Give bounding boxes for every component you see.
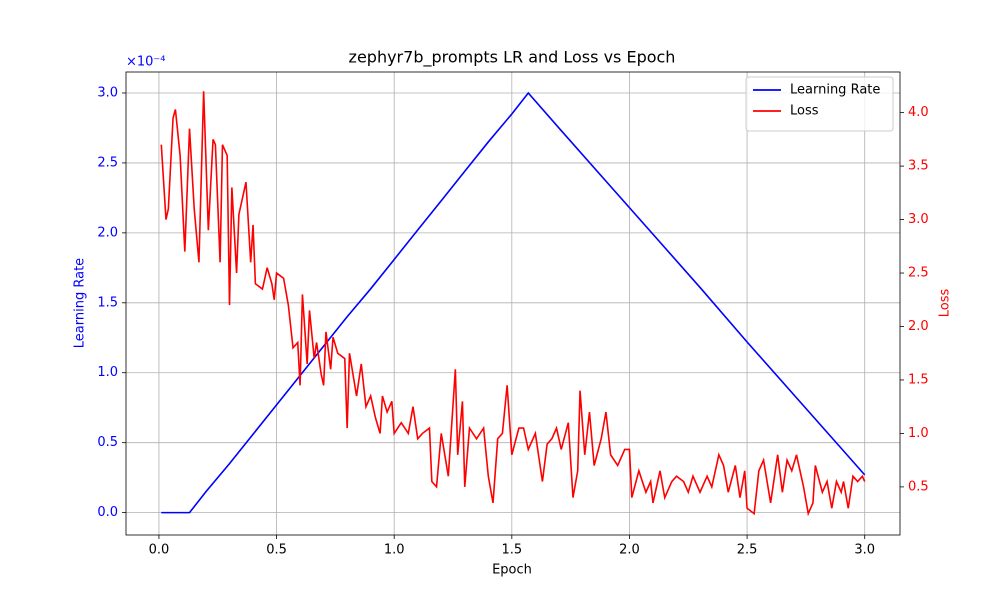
x-tick-label: 0.0: [149, 543, 170, 558]
y-tick-label: 0.0: [97, 505, 118, 520]
line-series: [160, 91, 866, 517]
y-tick-label: 3.0: [97, 85, 118, 100]
line-series: [161, 91, 866, 514]
y2-tick-label: 0.5: [908, 479, 929, 494]
x-axis-label: Epoch: [492, 563, 532, 578]
y-tick-label: 1.5: [97, 295, 118, 310]
legend: Learning Rate Loss: [745, 76, 894, 132]
plot-frame: [125, 71, 901, 536]
y-tick-label: 2.0: [97, 225, 118, 240]
y2-axis-label: Loss: [938, 289, 953, 318]
x-tick-label: 2.5: [737, 543, 758, 558]
legend-label: Loss: [790, 104, 819, 119]
x-tick-label: 3.0: [854, 543, 875, 558]
y-axis-label: Learning Rate: [73, 258, 88, 348]
y2-tick-label: 2.0: [908, 319, 929, 334]
y-tick-label: 2.5: [97, 155, 118, 170]
x-tick-label: 2.0: [619, 543, 640, 558]
y2-tick-label: 1.0: [908, 426, 929, 441]
chart-title: zephyr7b_prompts LR and Loss vs Epoch: [349, 48, 676, 68]
y-tick-label: 1.0: [97, 365, 118, 380]
y2-tick-label: 1.5: [908, 372, 929, 387]
y-offset-label: ×10⁻⁴: [126, 55, 166, 70]
x-tick-label: 1.5: [501, 543, 522, 558]
legend-label: Learning Rate: [790, 83, 880, 98]
legend-box: [745, 76, 894, 132]
x-tick-label: 1.0: [384, 543, 405, 558]
y2-tick-label: 4.0: [908, 105, 929, 120]
y2-tick-label: 2.5: [908, 266, 929, 281]
x-tick-label: 0.5: [266, 543, 287, 558]
y2-tick-label: 3.5: [908, 159, 929, 174]
y2-tick-label: 3.0: [908, 212, 929, 227]
y-tick-label: 0.5: [97, 435, 118, 450]
